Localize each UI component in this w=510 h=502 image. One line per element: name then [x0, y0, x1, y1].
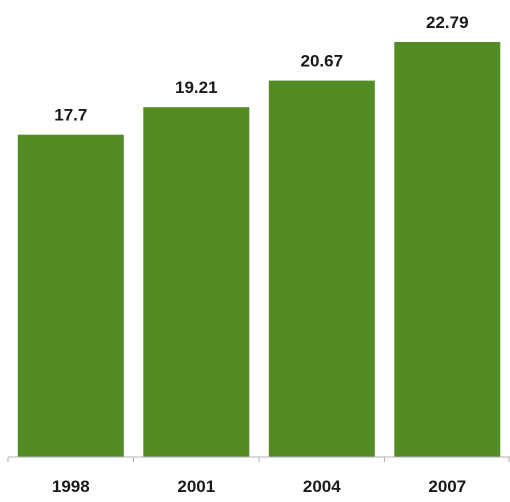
bar-2007: [394, 42, 501, 457]
value-labels-group: 17.7 19.21 20.67 22.79: [54, 13, 468, 125]
bar-value-label-1998: 17.7: [54, 106, 87, 125]
bar-2004: [268, 80, 375, 457]
x-tick-label-2004: 2004: [303, 477, 341, 496]
bar-value-label-2004: 20.67: [301, 52, 344, 71]
x-tick-label-1998: 1998: [52, 477, 90, 496]
bar-value-label-2007: 22.79: [426, 13, 469, 32]
bar-2001: [143, 107, 250, 457]
x-tick-label-2007: 2007: [428, 477, 466, 496]
bars-group: [17, 42, 501, 457]
bar-1998: [17, 134, 124, 457]
bar-value-label-2001: 19.21: [175, 78, 218, 97]
x-axis-ticks-group: [7, 457, 510, 462]
x-axis-tick-labels-group: 1998 2001 2004 2007: [52, 477, 466, 496]
x-tick-label-2001: 2001: [177, 477, 215, 496]
